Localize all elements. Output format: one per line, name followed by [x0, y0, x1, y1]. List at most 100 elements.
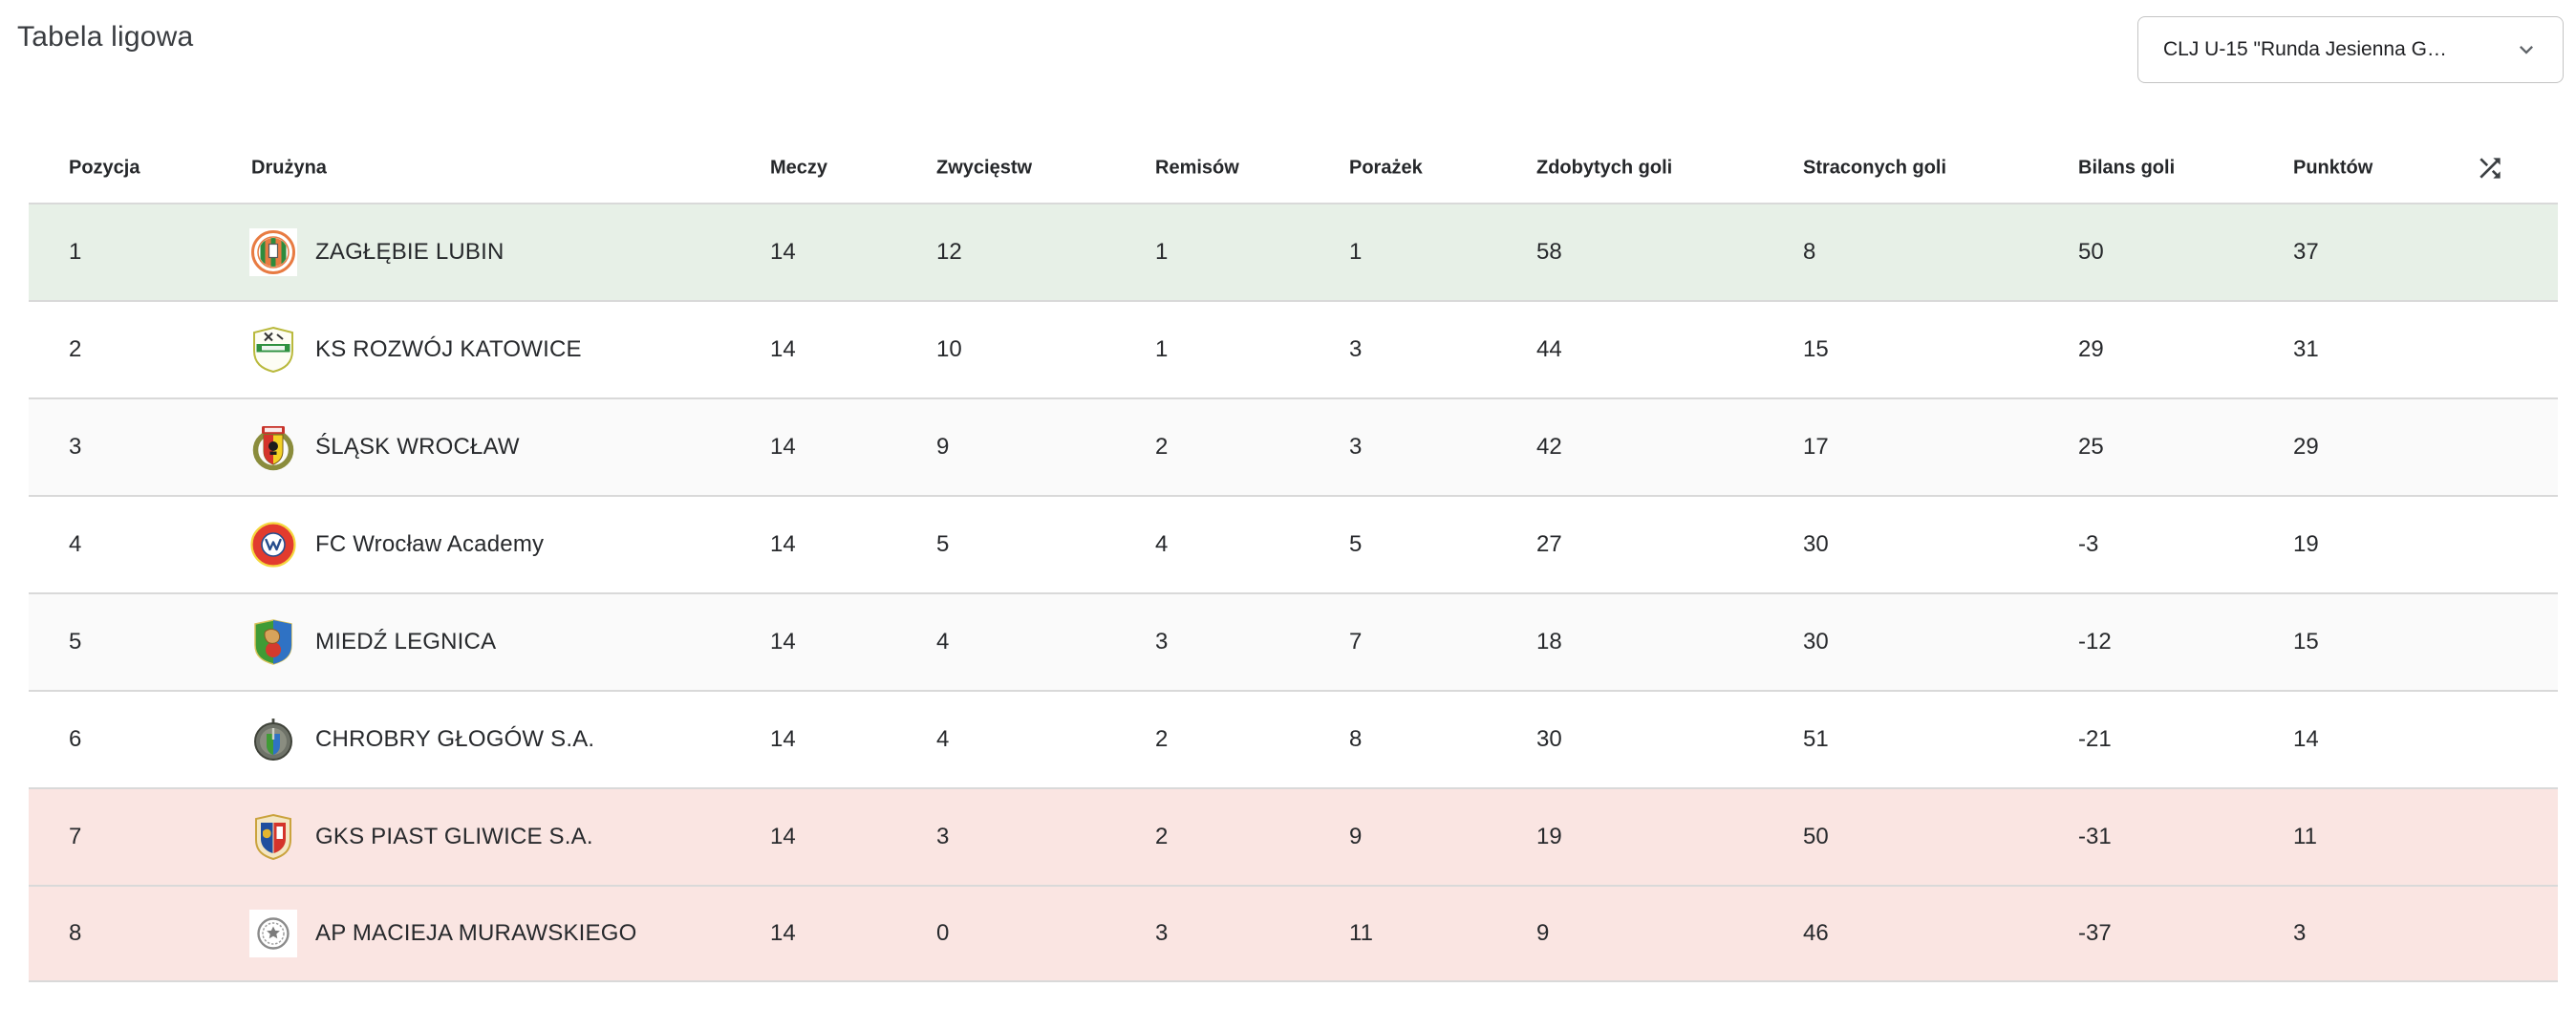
draws-cell: 1 [1155, 336, 1169, 362]
position-cell: 2 [69, 336, 82, 362]
wins-cell: 4 [936, 629, 950, 655]
points-cell: 11 [2293, 824, 2317, 849]
team-name: ŚLĄSK WROCŁAW [315, 434, 520, 460]
column-header-goals-for: Zdobytych goli [1536, 157, 1673, 179]
matches-cell: 14 [770, 726, 796, 752]
table-row[interactable]: 5 MIEDŹ LEGNICA 14 4 3 7 18 30 -12 15 [29, 592, 2558, 690]
wins-cell: 4 [936, 726, 950, 752]
losses-cell: 3 [1349, 336, 1363, 362]
shuffle-icon[interactable] [2475, 153, 2505, 183]
page-title: Tabela ligowa [17, 21, 194, 53]
position-cell: 6 [69, 726, 82, 752]
column-header-team: Drużyna [251, 157, 327, 179]
column-header-goal-diff: Bilans goli [2078, 157, 2176, 179]
goals-for-cell: 18 [1536, 629, 1562, 655]
losses-cell: 11 [1349, 920, 1373, 946]
team-name: ZAGŁĘBIE LUBIN [315, 239, 504, 265]
column-header-losses: Porażek [1349, 157, 1423, 179]
position-cell: 5 [69, 629, 82, 655]
goals-against-cell: 51 [1803, 726, 1829, 752]
points-cell: 19 [2293, 531, 2319, 557]
wins-cell: 3 [936, 824, 950, 849]
goals-for-cell: 19 [1536, 824, 1562, 849]
matches-cell: 14 [770, 531, 796, 557]
chrobry-glogow-crest [249, 716, 297, 763]
league-table: Pozycja Drużyna Meczy Zwycięstw Remisów Poraż… [29, 134, 2558, 982]
losses-cell: 5 [1349, 531, 1363, 557]
slask-wroclaw-crest [249, 423, 297, 471]
draws-cell: 2 [1155, 726, 1169, 752]
table-row[interactable]: 2 KS ROZWÓJ KATOWICE 14 10 1 3 44 15 29 31 [29, 300, 2558, 397]
position-cell: 4 [69, 531, 82, 557]
draws-cell: 3 [1155, 629, 1169, 655]
goals-against-cell: 8 [1803, 239, 1816, 265]
table-body: 1 ZAGŁĘBIE LUBIN 14 12 1 1 58 8 50 37 2 KS ROZWÓJ K… [29, 203, 2558, 982]
team-name: GKS PIAST GLIWICE S.A. [315, 824, 593, 849]
chevron-down-icon [2513, 36, 2540, 63]
points-cell: 37 [2293, 239, 2319, 265]
wins-cell: 5 [936, 531, 950, 557]
losses-cell: 9 [1349, 824, 1363, 849]
losses-cell: 7 [1349, 629, 1363, 655]
wins-cell: 10 [936, 336, 962, 362]
table-row[interactable]: 8 AP MACIEJA MURAWSKIEGO 14 0 3 11 9 46 -37 3 [29, 885, 2558, 982]
position-cell: 7 [69, 824, 82, 849]
draws-cell: 3 [1155, 920, 1169, 946]
goal-diff-cell: -3 [2078, 531, 2099, 557]
goals-against-cell: 30 [1803, 629, 1829, 655]
goals-for-cell: 30 [1536, 726, 1562, 752]
wins-cell: 9 [936, 434, 950, 460]
goals-for-cell: 44 [1536, 336, 1562, 362]
points-cell: 14 [2293, 726, 2319, 752]
points-cell: 31 [2293, 336, 2319, 362]
position-cell: 3 [69, 434, 82, 460]
points-cell: 29 [2293, 434, 2319, 460]
fc-wroclaw-academy-crest [249, 521, 297, 569]
column-header-draws: Remisów [1155, 157, 1239, 179]
column-header-goals-against: Straconych goli [1803, 157, 1947, 179]
rozwoj-katowice-crest [249, 326, 297, 374]
table-header-row: Pozycja Drużyna Meczy Zwycięstw Remisów Poraż… [29, 134, 2558, 203]
column-header-wins: Zwycięstw [936, 157, 1033, 179]
points-cell: 15 [2293, 629, 2319, 655]
goal-diff-cell: 25 [2078, 434, 2104, 460]
team-name: CHROBRY GŁOGÓW S.A. [315, 726, 595, 752]
matches-cell: 14 [770, 239, 796, 265]
season-select-value: CLJ U-15 "Runda Jesienna G… [2163, 38, 2447, 60]
goals-against-cell: 15 [1803, 336, 1829, 362]
table-row[interactable]: 1 ZAGŁĘBIE LUBIN 14 12 1 1 58 8 50 37 [29, 203, 2558, 300]
losses-cell: 1 [1349, 239, 1363, 265]
goal-diff-cell: 50 [2078, 239, 2104, 265]
goals-for-cell: 9 [1536, 920, 1550, 946]
table-row[interactable]: 7 GKS PIAST GLIWICE S.A. 14 3 2 9 19 50 -31 11 [29, 787, 2558, 885]
column-header-matches: Meczy [770, 157, 828, 179]
goal-diff-cell: -12 [2078, 629, 2112, 655]
goal-diff-cell: -37 [2078, 920, 2112, 946]
goals-against-cell: 30 [1803, 531, 1829, 557]
goals-against-cell: 17 [1803, 434, 1829, 460]
ap-macieja-murawskiego-crest [249, 910, 297, 957]
wins-cell: 0 [936, 920, 950, 946]
matches-cell: 14 [770, 920, 796, 946]
column-header-points: Punktów [2293, 157, 2373, 179]
team-name: AP MACIEJA MURAWSKIEGO [315, 920, 637, 946]
matches-cell: 14 [770, 824, 796, 849]
table-row[interactable]: 6 CHROBRY GŁOGÓW S.A. 14 4 2 8 30 51 -21 14 [29, 690, 2558, 787]
position-cell: 1 [69, 239, 82, 265]
table-row[interactable]: 4 FC Wrocław Academy 14 5 4 5 27 30 -3 19 [29, 495, 2558, 592]
matches-cell: 14 [770, 434, 796, 460]
draws-cell: 2 [1155, 824, 1169, 849]
column-header-position: Pozycja [69, 157, 140, 179]
table-row[interactable]: 3 ŚLĄSK WROCŁAW 14 9 2 3 42 17 25 29 [29, 397, 2558, 495]
team-name: KS ROZWÓJ KATOWICE [315, 336, 582, 362]
miedz-legnica-crest [249, 618, 297, 666]
season-select[interactable]: CLJ U-15 "Runda Jesienna G… [2137, 16, 2564, 83]
matches-cell: 14 [770, 629, 796, 655]
losses-cell: 8 [1349, 726, 1363, 752]
goals-against-cell: 50 [1803, 824, 1829, 849]
draws-cell: 1 [1155, 239, 1169, 265]
goals-for-cell: 42 [1536, 434, 1562, 460]
position-cell: 8 [69, 920, 82, 946]
goals-against-cell: 46 [1803, 920, 1829, 946]
team-name: MIEDŹ LEGNICA [315, 629, 497, 655]
